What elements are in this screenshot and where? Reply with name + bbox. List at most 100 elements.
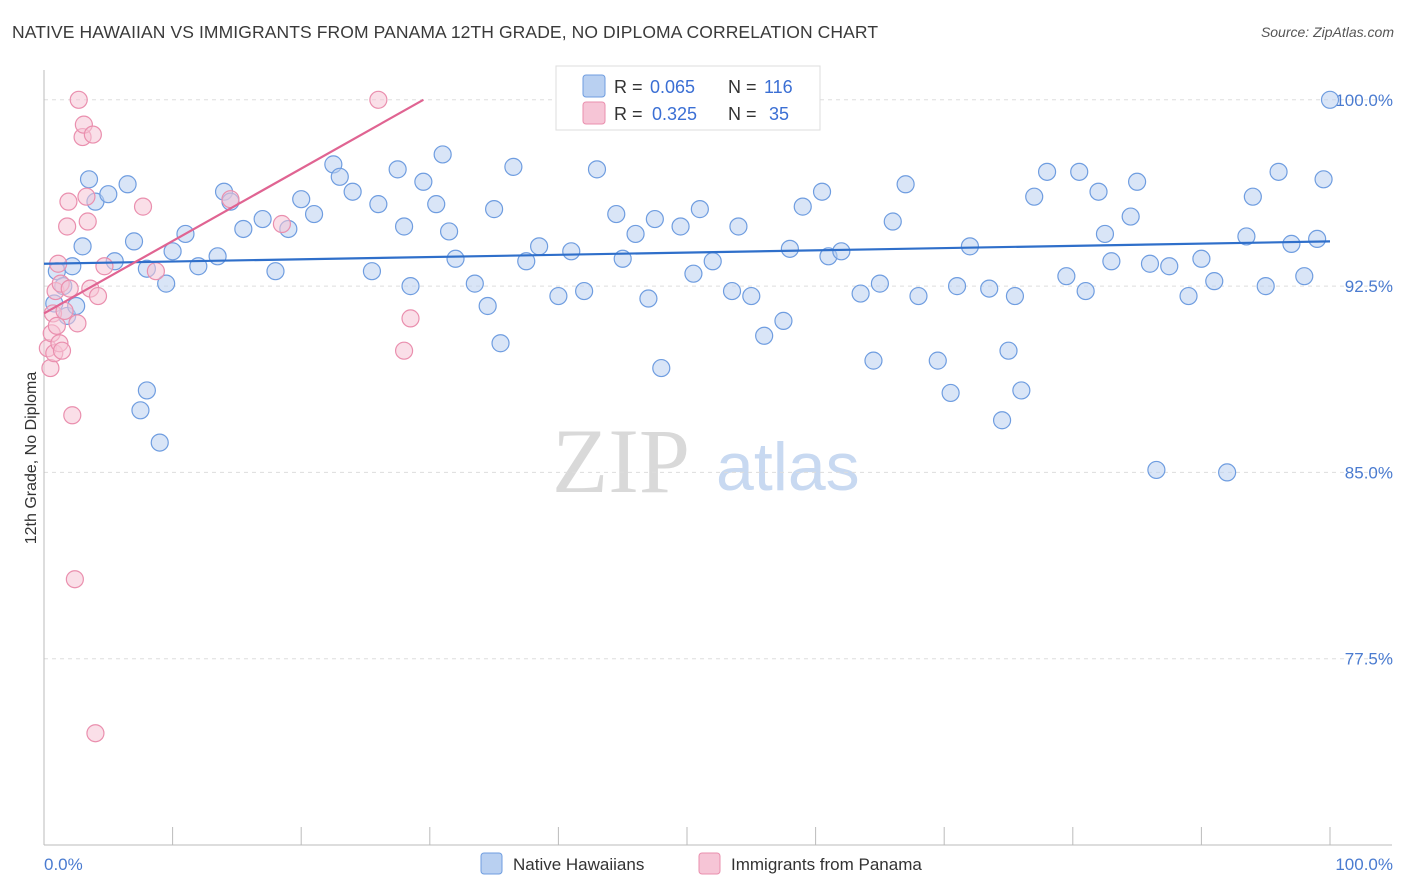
point-native-hawaiian — [992, 411, 1012, 430]
point-immigrant-panama — [69, 90, 88, 109]
point-native-hawaiian — [562, 242, 581, 261]
point-native-hawaiian — [755, 326, 774, 345]
point-native-hawaiian — [870, 274, 890, 293]
trend-line-immigrants-panama — [43, 98, 424, 315]
point-native-hawaiian — [369, 195, 388, 214]
point-native-hawaiian — [439, 222, 459, 241]
point-native-hawaiian — [549, 286, 568, 306]
point-immigrant-panama — [77, 187, 96, 206]
bottom-legend-label-1: Native Hawaiians — [513, 855, 644, 874]
point-immigrant-panama — [41, 358, 60, 378]
y-tick-label: 92.5% — [1345, 277, 1393, 296]
point-native-hawaiian — [1218, 463, 1237, 482]
bottom-legend-swatch-pink — [698, 852, 721, 875]
point-native-hawaiian — [1076, 281, 1095, 301]
trend-lines — [43, 98, 1331, 315]
point-native-hawaiian — [433, 145, 452, 164]
point-native-hawaiian — [1005, 286, 1025, 306]
point-immigrant-panama — [88, 286, 108, 306]
point-native-hawaiian — [504, 157, 523, 176]
point-native-hawaiian — [137, 381, 156, 400]
legend-swatch-blue — [582, 74, 606, 98]
legend-n-label-1: N = — [728, 77, 757, 97]
watermark-atlas: atlas — [716, 429, 860, 505]
y-tick-label: 77.5% — [1345, 650, 1393, 669]
point-native-hawaiian — [1282, 234, 1301, 253]
legend-n-label-2: N = — [728, 104, 757, 124]
point-native-hawaiian — [639, 289, 658, 308]
point-native-hawaiian — [1147, 460, 1166, 480]
legend-n-value-2: 35 — [769, 104, 789, 124]
point-native-hawaiian — [1160, 257, 1179, 276]
point-native-hawaiian — [626, 224, 645, 244]
point-native-hawaiian — [896, 175, 915, 194]
point-native-hawaiian — [266, 262, 285, 281]
legend-r-value-1: 0.065 — [650, 77, 695, 97]
point-immigrant-panama — [133, 197, 153, 216]
point-immigrant-panama — [146, 262, 165, 281]
point-native-hawaiian — [150, 433, 169, 452]
point-native-hawaiian — [292, 190, 311, 209]
point-native-hawaiian — [1089, 182, 1108, 201]
point-native-hawaiian — [465, 274, 484, 293]
point-native-hawaiian — [414, 172, 433, 191]
point-native-hawaiian — [703, 252, 722, 271]
point-native-hawaiian — [401, 277, 420, 296]
legend-n-value-1: 116 — [764, 77, 793, 97]
x-tick-label-max: 100.0% — [1335, 855, 1393, 874]
point-immigrant-panama — [63, 406, 82, 425]
point-native-hawaiian — [774, 311, 793, 330]
point-immigrant-panama — [86, 724, 105, 743]
point-native-hawaiian — [883, 212, 902, 231]
point-native-hawaiian — [607, 204, 626, 224]
point-native-hawaiian — [729, 217, 748, 236]
x-tick-label-min: 0.0% — [44, 855, 83, 874]
point-immigrant-panama — [272, 214, 292, 234]
point-native-hawaiian — [652, 358, 671, 378]
point-native-hawaiian — [1256, 277, 1275, 296]
point-native-hawaiian — [1314, 170, 1333, 189]
point-immigrant-panama — [78, 212, 97, 231]
point-immigrant-panama — [47, 316, 66, 335]
y-axis-title: 12th Grade, No Diploma — [23, 372, 40, 545]
point-native-hawaiian — [1121, 207, 1140, 226]
point-native-hawaiian — [1320, 90, 1340, 109]
y-tick-labels: 77.5% 85.0% 92.5% 100.0% — [1335, 91, 1393, 669]
y-tick-label: 100.0% — [1335, 91, 1393, 110]
point-native-hawaiian — [491, 334, 510, 353]
legend-r-label-2: R = — [614, 104, 643, 124]
point-native-hawaiian — [330, 167, 349, 186]
point-native-hawaiian — [1037, 162, 1057, 181]
watermark-zip: ZIP — [552, 410, 690, 512]
point-native-hawaiian — [780, 239, 799, 258]
point-immigrant-panama — [52, 341, 72, 360]
point-native-hawaiian — [851, 284, 870, 303]
point-native-hawaiian — [1070, 162, 1089, 181]
point-native-hawaiian — [645, 209, 664, 229]
point-native-hawaiian — [530, 237, 549, 256]
point-native-hawaiian — [124, 232, 144, 251]
point-native-hawaiian — [690, 200, 709, 219]
point-native-hawaiian — [1295, 267, 1314, 286]
point-immigrant-panama — [394, 341, 414, 360]
point-immigrant-panama — [401, 309, 420, 328]
point-native-hawaiian — [1012, 381, 1031, 400]
point-native-hawaiian — [157, 274, 176, 293]
point-immigrant-panama — [95, 257, 114, 276]
legend-swatch-pink — [582, 101, 606, 125]
point-native-hawaiian — [427, 195, 446, 214]
point-native-hawaiian — [812, 182, 832, 201]
point-native-hawaiian — [1102, 252, 1121, 271]
point-native-hawaiian — [485, 200, 504, 219]
point-native-hawaiian — [941, 383, 960, 403]
point-native-hawaiian — [446, 249, 465, 268]
point-native-hawaiian — [1192, 249, 1211, 268]
point-native-hawaiian — [832, 242, 851, 261]
series-immigrants-panama — [38, 90, 420, 743]
point-immigrant-panama — [369, 90, 388, 109]
point-native-hawaiian — [1308, 229, 1327, 249]
source-credit: Source: ZipAtlas.com — [1260, 24, 1394, 40]
point-immigrant-panama — [68, 314, 87, 333]
point-native-hawaiian — [1140, 254, 1160, 273]
point-native-hawaiian — [671, 217, 690, 236]
